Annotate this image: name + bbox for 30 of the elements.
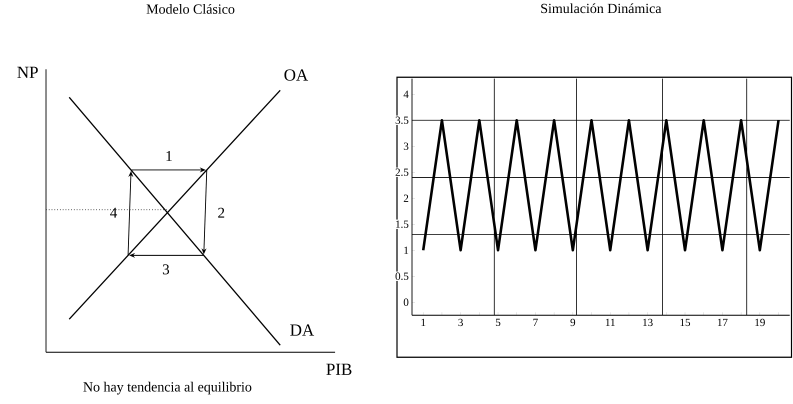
annotation: 2 xyxy=(218,208,224,218)
chart-title: Modelo Clásico xyxy=(146,4,234,14)
x-tick-label: 17 xyxy=(718,318,728,326)
y-tick-label: 3 xyxy=(404,142,408,150)
x-tick-label: 13 xyxy=(643,318,653,326)
y-tick-label: 0.5 xyxy=(396,272,408,280)
y-tick-label: 0 xyxy=(404,298,408,306)
y-tick-label: 1 xyxy=(404,246,408,254)
x-tick-label: 1 xyxy=(421,318,426,326)
annotation: 3 xyxy=(162,264,170,274)
x-tick-label: 15 xyxy=(680,318,690,326)
x-tick-label: 3 xyxy=(458,318,463,326)
y-tick-label: 1.5 xyxy=(396,220,408,228)
y-axis-title: NP xyxy=(17,66,38,78)
annotation: 1 xyxy=(166,150,172,161)
y-tick-label: 3.5 xyxy=(396,116,408,124)
x-tick-label: 9 xyxy=(570,318,576,326)
y-tick-label: 2.5 xyxy=(396,168,408,176)
x-axis-title: PIB xyxy=(326,364,352,375)
text: No hay tendencia al equilibrio xyxy=(83,382,252,394)
series-label: OA xyxy=(284,69,308,81)
x-tick-label: 7 xyxy=(533,318,538,326)
y-tick-label: 2 xyxy=(404,194,408,202)
series-label: DA xyxy=(290,324,314,336)
x-tick-label: 19 xyxy=(755,318,765,326)
x-tick-label: 5 xyxy=(496,318,500,326)
y-tick-label: 4 xyxy=(404,90,409,98)
annotation: 4 xyxy=(110,208,118,218)
x-tick-label: 11 xyxy=(606,318,615,326)
chart-title: Simulación Dinámica xyxy=(541,3,662,14)
